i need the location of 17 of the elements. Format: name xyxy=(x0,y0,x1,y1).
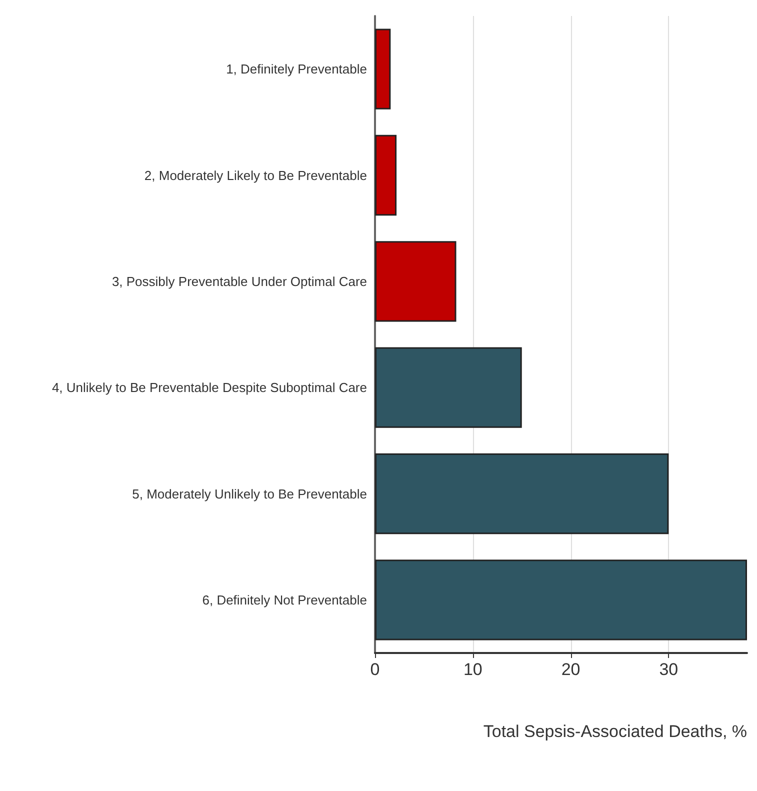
x-tick-label: 0 xyxy=(370,660,380,679)
y-tick-label: 2, Moderately Likely to Be Preventable xyxy=(144,168,367,183)
bar xyxy=(375,241,456,322)
bar xyxy=(375,560,747,640)
x-tick-label: 10 xyxy=(463,660,482,679)
y-tick-label: 5, Moderately Unlikely to Be Preventable xyxy=(132,486,367,502)
y-tick-label: 6, Definitely Not Preventable xyxy=(202,592,367,608)
x-axis-title: Total Sepsis-Associated Deaths, % xyxy=(483,722,747,741)
bar xyxy=(375,453,669,534)
y-tick-label: 3, Possibly Preventable Under Optimal Care xyxy=(112,274,367,289)
y-tick-label: 1, Definitely Preventable xyxy=(226,62,367,77)
y-tick-label: 4, Unlikely to Be Preventable Despite Suboptimal Care xyxy=(52,380,367,396)
x-tick-label: 20 xyxy=(561,660,580,679)
x-tick-label: 30 xyxy=(659,660,678,679)
bar xyxy=(375,28,391,110)
bar xyxy=(375,134,397,216)
bar xyxy=(375,347,522,428)
